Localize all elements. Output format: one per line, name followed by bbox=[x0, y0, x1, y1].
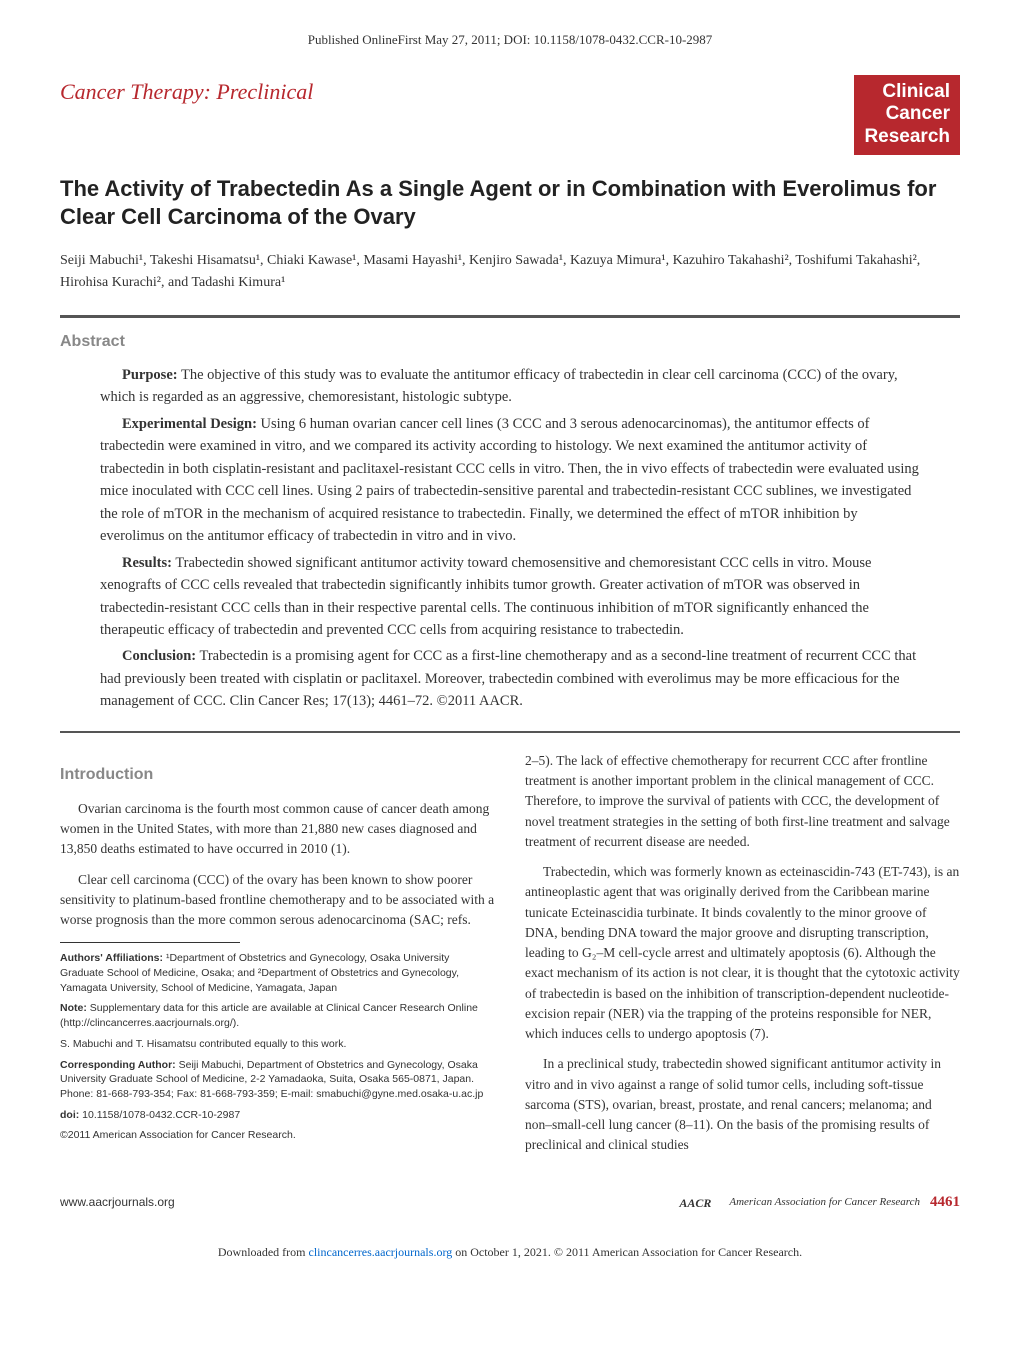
left-column: Introduction Ovarian carcinoma is the fo… bbox=[60, 751, 495, 1166]
conclusion-label: Conclusion: bbox=[122, 648, 196, 664]
aacr-text: American Association for Cancer Research bbox=[729, 1194, 920, 1211]
corresponding-author: Corresponding Author: Seiji Mabuchi, Dep… bbox=[60, 1058, 495, 1102]
dl-post: on October 1, 2021. © 2011 American Asso… bbox=[452, 1245, 802, 1259]
footnotes-block: Authors' Affiliations: ¹Department of Ob… bbox=[60, 951, 495, 1143]
intro-right-p2: Trabectedin, which was formerly known as… bbox=[525, 862, 960, 1044]
abstract-results: Results: Trabectedin showed significant … bbox=[100, 552, 920, 642]
design-text: Using 6 human ovarian cancer cell lines … bbox=[100, 416, 919, 544]
journal-logo: Clinical Cancer Research bbox=[854, 75, 960, 155]
publication-banner: Published OnlineFirst May 27, 2011; DOI:… bbox=[60, 30, 960, 50]
footer-right: AACR American Association for Cancer Res… bbox=[679, 1191, 960, 1214]
right-column: 2–5). The lack of effective chemotherapy… bbox=[525, 751, 960, 1166]
copyright-line: ©2011 American Association for Cancer Re… bbox=[60, 1128, 495, 1143]
journal-line1: Clinical bbox=[864, 81, 950, 104]
footnote-separator bbox=[60, 942, 240, 943]
dl-pre: Downloaded from bbox=[218, 1245, 309, 1259]
header-row: Cancer Therapy: Preclinical Clinical Can… bbox=[60, 75, 960, 155]
abstract-purpose: Purpose: The objective of this study was… bbox=[100, 364, 920, 409]
doi-label: doi: bbox=[60, 1109, 79, 1121]
author-list: Seiji Mabuchi¹, Takeshi Hisamatsu¹, Chia… bbox=[60, 250, 960, 295]
doi-text: 10.1158/1078-0432.CCR-10-2987 bbox=[79, 1109, 240, 1121]
abstract-heading: Abstract bbox=[60, 330, 960, 354]
intro-p2: Clear cell carcinoma (CCC) of the ovary … bbox=[60, 870, 495, 931]
supp-note: Note: Supplementary data for this articl… bbox=[60, 1001, 495, 1030]
results-label: Results: bbox=[122, 555, 172, 571]
download-notice: Downloaded from clincancerres.aacrjourna… bbox=[60, 1243, 960, 1261]
divider bbox=[60, 731, 960, 733]
divider bbox=[60, 315, 960, 318]
note-label: Note: bbox=[60, 1002, 87, 1014]
design-label: Experimental Design: bbox=[122, 416, 257, 432]
page-footer: www.aacrjournals.org AACR American Assoc… bbox=[60, 1191, 960, 1214]
contribution-note: S. Mabuchi and T. Hisamatsu contributed … bbox=[60, 1037, 495, 1052]
journal-line2: Cancer bbox=[864, 103, 950, 126]
note-text: Supplementary data for this article are … bbox=[60, 1002, 478, 1029]
corr-label: Corresponding Author: bbox=[60, 1059, 176, 1071]
introduction-heading: Introduction bbox=[60, 763, 495, 787]
abstract-conclusion: Conclusion: Trabectedin is a promising a… bbox=[100, 645, 920, 712]
footer-url: www.aacrjournals.org bbox=[60, 1193, 175, 1211]
abstract-design: Experimental Design: Using 6 human ovari… bbox=[100, 413, 920, 548]
affiliations: Authors' Affiliations: ¹Department of Ob… bbox=[60, 951, 495, 995]
article-title: The Activity of Trabectedin As a Single … bbox=[60, 175, 960, 232]
conclusion-text: Trabectedin is a promising agent for CCC… bbox=[100, 648, 916, 709]
body-columns: Introduction Ovarian carcinoma is the fo… bbox=[60, 751, 960, 1166]
article-category: Cancer Therapy: Preclinical bbox=[60, 75, 313, 108]
affiliations-label: Authors' Affiliations: bbox=[60, 952, 163, 964]
intro-right-p1: 2–5). The lack of effective chemotherapy… bbox=[525, 751, 960, 852]
intro-p1: Ovarian carcinoma is the fourth most com… bbox=[60, 799, 495, 860]
journal-line3: Research bbox=[864, 126, 950, 149]
purpose-text: The objective of this study was to evalu… bbox=[100, 367, 898, 405]
abstract-block: Purpose: The objective of this study was… bbox=[60, 364, 960, 713]
aacr-logo-icon: AACR bbox=[679, 1194, 719, 1210]
page-number: 4461 bbox=[930, 1191, 960, 1214]
intro-right-p3: In a preclinical study, trabectedin show… bbox=[525, 1054, 960, 1155]
download-link[interactable]: clincancerres.aacrjournals.org bbox=[309, 1245, 453, 1259]
results-text: Trabectedin showed significant antitumor… bbox=[100, 555, 871, 638]
doi-line: doi: 10.1158/1078-0432.CCR-10-2987 bbox=[60, 1108, 495, 1123]
purpose-label: Purpose: bbox=[122, 367, 178, 383]
